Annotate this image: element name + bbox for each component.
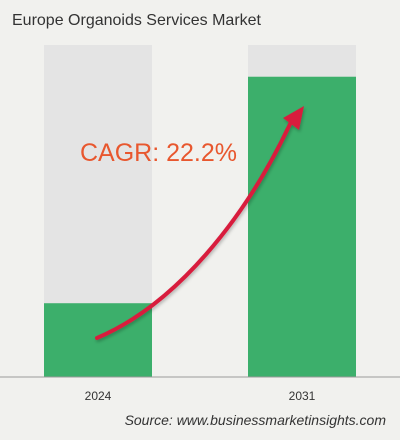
growth-arrow-curve	[95, 120, 293, 340]
x-tick-label-2024: 2024	[85, 389, 112, 403]
growth-arrow	[95, 106, 304, 340]
bar-2024	[44, 303, 152, 377]
chart-title: Europe Organoids Services Market	[12, 12, 261, 29]
cagr-annotation: CAGR: 22.2%	[80, 139, 237, 167]
source-note: Source: www.businessmarketinsights.com	[124, 412, 386, 428]
growth-arrow-head	[283, 106, 304, 130]
bar-2031	[248, 76, 356, 378]
x-tick-label-2031: 2031	[289, 389, 316, 403]
